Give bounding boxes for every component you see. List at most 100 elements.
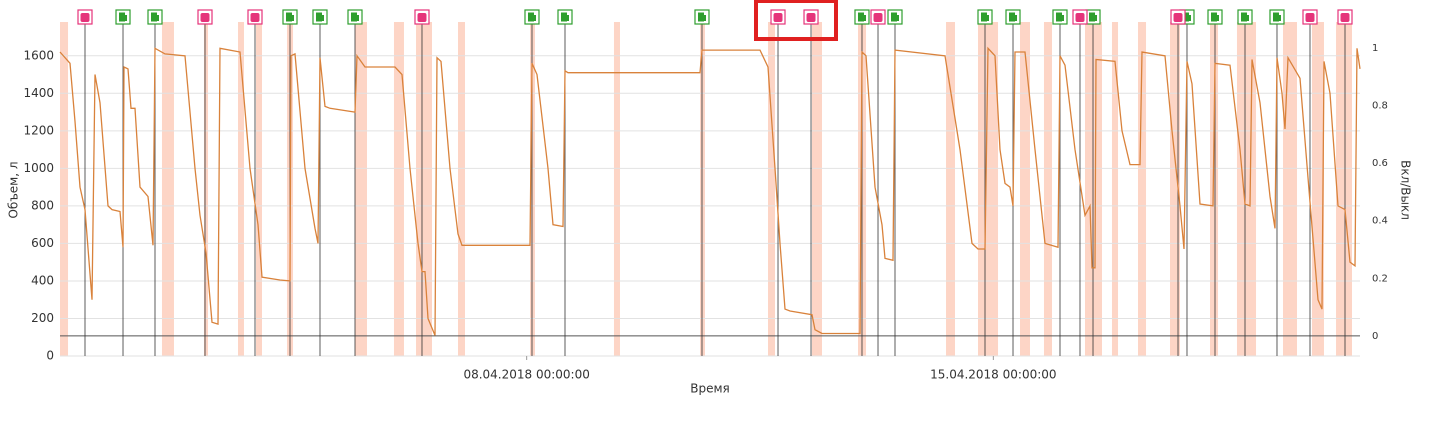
ignition-band [256, 22, 262, 356]
refuel-icon-glyph [316, 12, 322, 22]
ignition-band [1170, 22, 1180, 356]
refuel-icon-glyph [357, 15, 359, 21]
drain-icon-glyph [1075, 13, 1085, 22]
drain-icon-glyph [200, 13, 210, 22]
fuel-line [59, 46, 1361, 336]
refuel-icon [282, 9, 298, 25]
label-layer: 0 200 400 600 800 1000 1200 1400 1600 0 0.2 0.4 0.6 0… [23, 43, 1387, 382]
ignition-band [1111, 22, 1119, 356]
ignition-band [393, 22, 404, 356]
y2-axis-title: Вкл/Выкл [1399, 160, 1413, 220]
ignition-band [1043, 22, 1052, 356]
refuel-icon [557, 9, 573, 25]
refuel-icon-glyph [1062, 15, 1064, 21]
refuel-icon [1085, 9, 1101, 25]
refuel-icon [1052, 9, 1068, 25]
refuel-icon-glyph [1095, 15, 1098, 21]
ignition-band [161, 22, 174, 356]
drain-icon [1337, 9, 1353, 25]
drain-icon-glyph [1173, 13, 1183, 22]
drain-icon [1072, 9, 1088, 25]
y-tick-label: 200 [31, 311, 54, 325]
y-tick-label: 1600 [23, 48, 54, 62]
refuel-icon [887, 9, 903, 25]
refuel-icon [694, 9, 710, 25]
refuel-icon-glyph [351, 12, 357, 22]
refuel-icon [1269, 9, 1285, 25]
refuel-icon [1207, 9, 1223, 25]
drain-icon [197, 9, 213, 25]
drain-icon [803, 9, 819, 25]
refuel-icon-glyph [567, 15, 569, 21]
refuel-icon [147, 9, 163, 25]
refuel-icon [115, 9, 131, 25]
refuel-icon-glyph [891, 12, 897, 22]
drain-icon [770, 9, 786, 25]
ignition-band [238, 22, 244, 356]
ignition-band [1311, 22, 1324, 356]
ignition-band [1283, 22, 1297, 356]
refuel-icon-glyph [703, 15, 706, 21]
refuel-icon-glyph [292, 15, 294, 21]
refuel-icon-glyph [857, 12, 864, 22]
y-axis-title: Объем, л [7, 161, 21, 218]
drain-icon-glyph [80, 13, 90, 22]
drain-icon-glyph [1305, 13, 1315, 22]
refuel-icon-glyph [527, 12, 534, 22]
highlight-box [754, 0, 838, 41]
refuel-icon-glyph [157, 15, 159, 21]
refuel-icon [1237, 9, 1253, 25]
ignition-band [811, 22, 822, 356]
drain-icon [77, 9, 93, 25]
drain-icon [1170, 9, 1186, 25]
ignition-band [613, 22, 620, 356]
y2-tick-label: 0 [1372, 331, 1378, 342]
drain-icon [247, 9, 263, 25]
line-layer [59, 46, 1361, 336]
refuel-icon-glyph [533, 15, 536, 21]
refuel-icon [347, 9, 363, 25]
ignition-band [355, 22, 367, 356]
refuel-icon [977, 9, 993, 25]
drain-icon-glyph [250, 13, 260, 22]
refuel-icon-glyph [1188, 15, 1191, 21]
grid-layer [60, 55, 1360, 360]
ignition-band [1210, 22, 1219, 356]
drain-icon-glyph [873, 13, 883, 22]
ignition-band [416, 22, 432, 356]
y2-tick-label: 0.8 [1372, 101, 1388, 112]
y-tick-label: 1400 [23, 86, 54, 100]
y-tick-label: 800 [31, 198, 54, 212]
refuel-icon [312, 9, 328, 25]
refuel-icon-glyph [697, 12, 704, 22]
ignition-band [60, 22, 69, 356]
refuel-icon-glyph [1272, 12, 1279, 22]
ignition-band [530, 22, 535, 356]
y2-tick-label: 0.4 [1372, 216, 1388, 227]
ignition-band [1236, 22, 1257, 356]
drain-icon-glyph [806, 13, 816, 22]
refuel-icon-glyph [1278, 15, 1281, 21]
refuel-icon-glyph [151, 12, 157, 22]
drain-icon [870, 9, 886, 25]
y2-tick-label: 1 [1372, 43, 1378, 54]
ignition-band [700, 22, 705, 356]
refuel-icon-glyph [1247, 15, 1249, 21]
x-axis-title: Время [690, 382, 730, 396]
y-tick-label: 0 [46, 349, 54, 363]
refuel-icon-glyph [1217, 15, 1219, 21]
refuel-icon-glyph [1211, 12, 1217, 22]
refuel-icon-glyph [1241, 12, 1247, 22]
ignition-band [1138, 22, 1147, 356]
ignition-band [1336, 22, 1352, 356]
x-tick-label: 08.04.2018 00:00:00 [463, 368, 589, 382]
refuel-icon-glyph [1009, 12, 1016, 22]
drain-icon-glyph [417, 13, 427, 22]
refuel-icon-glyph [1182, 12, 1189, 22]
refuel-icon [854, 9, 870, 25]
refuel-icon-glyph [1015, 15, 1018, 21]
drain-icon [414, 9, 430, 25]
drain-icon-glyph [773, 13, 783, 22]
event-layer [77, 9, 1353, 356]
